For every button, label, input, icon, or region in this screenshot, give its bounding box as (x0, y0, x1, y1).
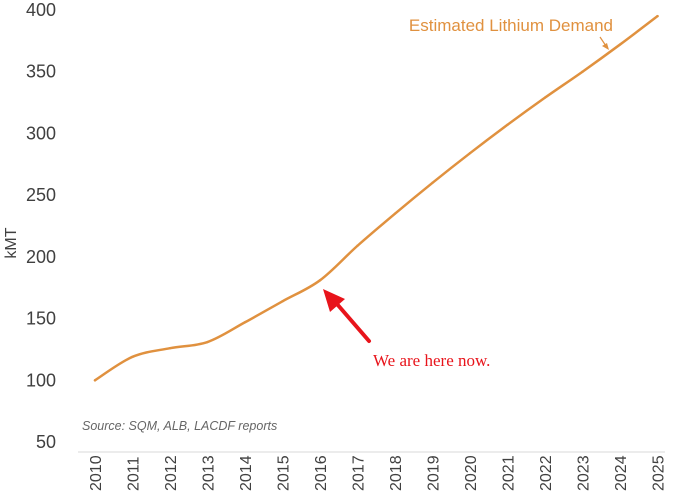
x-tick-label: 2013 (201, 455, 218, 491)
x-tick-label: 2018 (388, 455, 405, 491)
data-point (131, 355, 134, 359)
series-annotation-label: Estimated Lithium Demand (409, 16, 613, 35)
source-note: Source: SQM, ALB, LACDF reports (82, 419, 277, 433)
x-tick-label: 2019 (426, 455, 443, 491)
series-lines (93, 14, 659, 382)
x-tick-label: 2020 (463, 455, 480, 491)
x-tick-label: 2017 (351, 455, 368, 491)
data-point (543, 96, 547, 99)
here-arrow-shaft (335, 302, 371, 343)
data-point (243, 321, 247, 324)
x-tick-label: 2016 (313, 455, 330, 491)
data-point (431, 181, 434, 184)
series-annotation-pointer (599, 36, 609, 50)
y-tick-label: 400 (26, 0, 56, 20)
y-tick-label: 350 (26, 62, 56, 82)
here-arrow-head (323, 289, 345, 312)
data-point (506, 123, 509, 126)
x-tick-label: 2023 (576, 455, 593, 491)
y-tick-label: 50 (36, 432, 56, 452)
x-tick-label: 2021 (501, 455, 518, 491)
data-point (318, 279, 322, 282)
x-axis-ticks: 2010 2011 2012 2013 2014 2015 2016 2017 2018 2019… (88, 455, 668, 491)
data-point (618, 43, 622, 46)
data-point (93, 379, 97, 382)
here-arrow-icon (323, 289, 371, 343)
data-point (581, 70, 584, 73)
data-point (656, 14, 659, 18)
x-tick-label: 2014 (238, 455, 255, 491)
data-point (393, 212, 397, 215)
y-tick-label: 250 (26, 185, 56, 205)
y-tick-label: 200 (26, 247, 56, 267)
x-tick-label: 2025 (651, 455, 668, 491)
data-point (168, 346, 172, 350)
y-axis-label: kMT (3, 227, 20, 258)
series-points (93, 14, 659, 382)
x-tick-label: 2024 (613, 455, 630, 491)
data-point (206, 340, 209, 344)
x-tick-label: 2022 (538, 455, 555, 491)
x-tick-label: 2010 (88, 455, 105, 491)
series-pointer-head (602, 43, 609, 50)
y-tick-label: 100 (26, 370, 56, 390)
data-point (468, 151, 472, 155)
data-point (356, 244, 359, 247)
series-line (93, 14, 659, 382)
y-tick-label: 300 (26, 123, 56, 143)
data-point (281, 300, 284, 303)
here-annotation-label: We are here now. (373, 351, 490, 370)
x-tick-label: 2011 (126, 456, 143, 491)
x-tick-label: 2015 (276, 455, 293, 491)
y-axis-ticks: 50 100 150 200 250 300 350 400 (26, 0, 56, 452)
x-tick-label: 2012 (163, 455, 180, 491)
y-tick-label: 150 (26, 309, 56, 329)
